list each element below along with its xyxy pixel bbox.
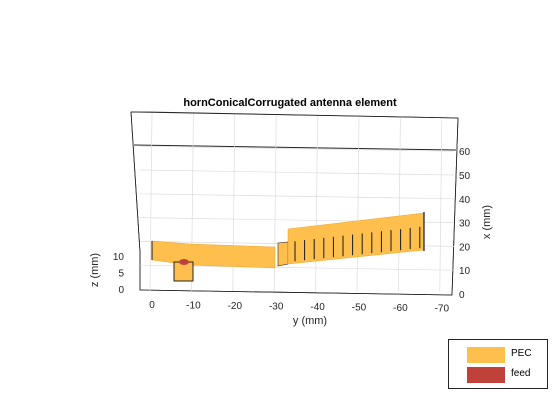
- legend-item-feed: feed: [467, 367, 545, 385]
- z-tick-label: 10: [113, 252, 125, 263]
- y-tick-label: -60: [393, 303, 408, 314]
- y-axis-label: y (mm): [293, 315, 327, 327]
- z-tick-label: 5: [118, 269, 124, 280]
- grid-line-y: [439, 119, 443, 292]
- x-tick-label: 30: [459, 219, 471, 230]
- y-tick-label: -50: [352, 303, 367, 314]
- legend-label-pec: PEC: [511, 348, 532, 359]
- chart-title: hornConicalCorrugated antenna element: [183, 97, 397, 109]
- x-tick-label: 60: [459, 147, 471, 158]
- x-tick-label: 20: [459, 242, 471, 253]
- x-tick-label: 50: [459, 171, 471, 182]
- legend-label-feed: feed: [511, 368, 531, 379]
- feed-swatch: [467, 367, 505, 383]
- horn-throat: [277, 241, 289, 267]
- x-axis-label: x (mm): [481, 205, 493, 239]
- z-tick-label: 0: [118, 285, 124, 296]
- grid-line-y: [315, 116, 318, 292]
- feed-marker: [179, 259, 189, 265]
- z-tick-labels: 0 5 10: [113, 252, 125, 296]
- x-tick-label: 10: [459, 266, 471, 277]
- grid-line-x: [139, 169, 455, 176]
- grid-line-x: [139, 145, 455, 152]
- legend-item-pec: PEC: [467, 347, 545, 365]
- y-tick-label: -40: [310, 302, 325, 313]
- y-tick-labels: 0 -10 -20 -30 -40 -50 -60 -70: [149, 300, 449, 315]
- grid-line-x: [139, 193, 455, 200]
- legend: PEC feed: [448, 339, 548, 389]
- y-tick-label: -30: [269, 302, 284, 313]
- pec-structure: [151, 212, 425, 282]
- z-axis-label: z (mm): [89, 253, 101, 287]
- pec-swatch: [467, 347, 505, 363]
- y-tick-label: -70: [435, 304, 450, 315]
- grid-line-y: [149, 112, 153, 292]
- grid-line-y: [398, 118, 401, 292]
- x-tick-labels: 0 10 20 30 40 50 60: [459, 147, 471, 301]
- grid-line-y: [356, 117, 360, 292]
- x-tick-label: 0: [459, 290, 465, 301]
- y-tick-label: -10: [186, 301, 201, 312]
- corrugation-lines: [294, 226, 421, 262]
- x-tick-label: 40: [459, 195, 471, 206]
- y-tick-label: -20: [228, 301, 243, 312]
- y-tick-label: 0: [149, 300, 155, 311]
